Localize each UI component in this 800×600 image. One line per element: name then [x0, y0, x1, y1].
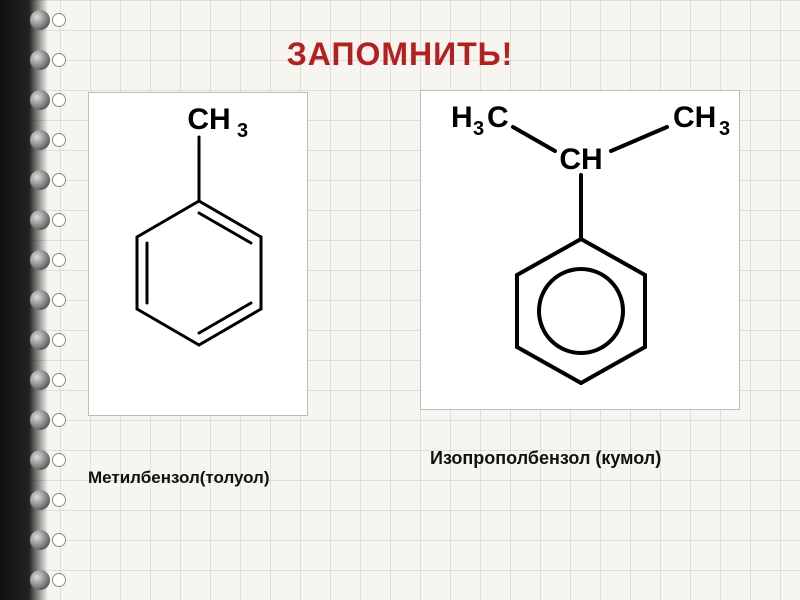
binding-ring [30, 10, 50, 30]
binding-hole [52, 533, 66, 547]
binding-ring [30, 370, 50, 390]
binding-hole [52, 93, 66, 107]
molecule-caption-toluene: Метилбензол(толуол) [88, 468, 270, 488]
binding-ring [30, 250, 50, 270]
binding-ring [30, 410, 50, 430]
binding-hole [52, 333, 66, 347]
svg-text:C: C [487, 101, 509, 134]
binding-hole [52, 293, 66, 307]
binding-hole [52, 413, 66, 427]
binding-ring [30, 130, 50, 150]
binding-hole [52, 253, 66, 267]
page-title: ЗАПОМНИТЬ! [0, 36, 800, 73]
binding-ring [30, 570, 50, 590]
binding-hole [52, 373, 66, 387]
binding-hole [52, 133, 66, 147]
svg-text:CH: CH [187, 103, 230, 136]
binding-ring [30, 290, 50, 310]
binding-hole [52, 573, 66, 587]
binding-hole [52, 453, 66, 467]
svg-text:CH: CH [559, 143, 602, 176]
binding-hole [52, 173, 66, 187]
title-text: ЗАПОМНИТЬ! [287, 36, 514, 72]
binding-ring [30, 330, 50, 350]
binding-ring [30, 490, 50, 510]
binding-ring [30, 90, 50, 110]
binding-ring [30, 450, 50, 470]
binding-hole [52, 13, 66, 27]
svg-text:CH: CH [673, 101, 716, 134]
binding-hole [52, 213, 66, 227]
molecule-svg-toluene: CH 3 [89, 93, 309, 417]
molecule-box-cumene: H3CCH3CH [420, 90, 740, 410]
svg-text:3: 3 [237, 120, 248, 142]
svg-text:3: 3 [473, 118, 484, 140]
molecule-caption-cumene: Изопрополбензол (кумол) [430, 448, 661, 469]
binding-hole [52, 493, 66, 507]
molecule-box-toluene: CH 3 [88, 92, 308, 416]
svg-text:3: 3 [719, 118, 730, 140]
svg-text:H: H [451, 101, 473, 134]
binding-ring [30, 170, 50, 190]
molecule-svg-cumene: H3CCH3CH [421, 91, 741, 411]
binding-ring [30, 530, 50, 550]
binding-ring [30, 210, 50, 230]
